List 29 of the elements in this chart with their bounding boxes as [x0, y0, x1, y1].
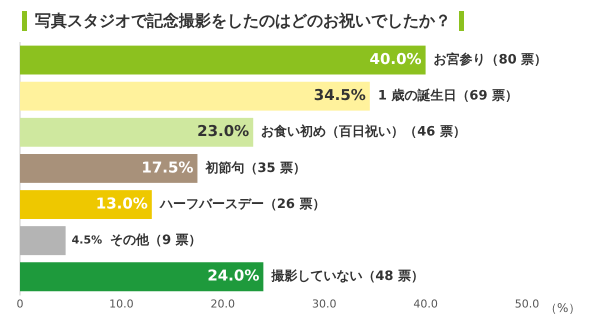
data-label: 24.0%	[207, 266, 260, 285]
x-tick-label: 0	[16, 297, 24, 310]
bar	[20, 154, 198, 183]
y-tick-label: 初節句（35 票）	[204, 160, 306, 176]
y-tick-label: 1 歳の誕生日（69 票）	[378, 88, 518, 104]
data-label: 23.0%	[197, 122, 250, 140]
bar	[20, 46, 426, 75]
x-tick-label: 40.0	[413, 297, 438, 310]
y-tick-label: ハーフバースデー（26 票）	[158, 196, 326, 212]
chart-title: 写真スタジオで記念撮影をしたのはどのお祝いでしたか？	[35, 10, 451, 32]
bar	[20, 82, 370, 111]
bar	[20, 118, 254, 147]
x-tick-label: 20.0	[210, 297, 236, 310]
x-tick-label: 50.0	[514, 297, 540, 310]
bar	[20, 190, 152, 219]
data-label: 34.5%	[314, 86, 366, 104]
x-tick-label: 10.0	[109, 297, 134, 310]
bar	[20, 226, 66, 256]
data-label: 13.0%	[96, 194, 148, 212]
data-label: 17.5%	[141, 158, 194, 176]
x-tick-label: 30.0	[312, 297, 336, 310]
x-axis-title: （%）	[545, 300, 580, 315]
data-label: 40.0%	[370, 50, 422, 68]
y-tick-label: 撮影していない（48 票）	[270, 269, 424, 284]
y-tick-label: お宮参り（80 票）	[434, 51, 548, 68]
data-label: 4.5%	[72, 233, 102, 246]
y-tick-label: お食い初め（百日祝い）（46 票）	[261, 124, 466, 140]
y-tick-label: その他（9 票）	[110, 233, 202, 248]
bar	[20, 262, 264, 292]
